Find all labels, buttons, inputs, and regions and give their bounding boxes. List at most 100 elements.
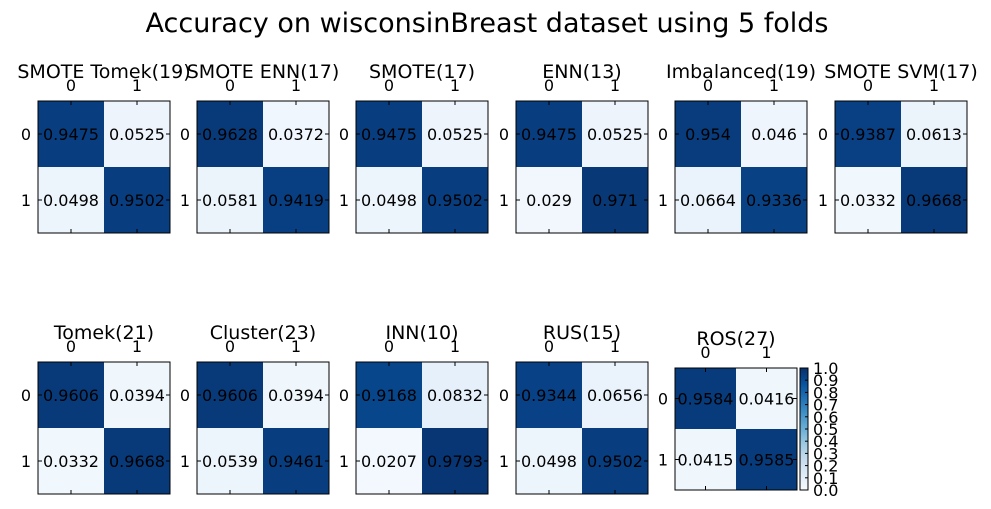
panel-frame — [674, 100, 808, 234]
x-tick-label: 0 — [66, 337, 76, 356]
heatmap-cell — [516, 362, 582, 428]
cell-value-label: 0.9336 — [746, 191, 802, 210]
heatmap-cell — [356, 428, 422, 494]
colorbar-tick-label: 0.8 — [813, 383, 838, 402]
heatmap-cell — [516, 167, 582, 233]
colorbar-tick-label: 0.4 — [813, 432, 838, 451]
x-tick-label: 0 — [700, 343, 710, 362]
cell-value-label: 0.9606 — [202, 386, 258, 405]
heatmap-cell — [422, 362, 488, 428]
y-tick-label: 1 — [180, 452, 190, 471]
heatmap-cell — [38, 167, 104, 233]
cell-value-label: 0.0332 — [840, 191, 896, 210]
heatmap-cell — [582, 167, 648, 233]
heatmap-cell — [422, 101, 488, 167]
x-tick-label: 1 — [132, 337, 142, 356]
panel-frame — [196, 100, 330, 234]
y-tick-label: 1 — [658, 451, 668, 470]
colorbar: 0.00.10.20.30.40.50.60.70.80.91.0 — [799, 359, 838, 500]
cell-value-label: 0.046 — [751, 125, 797, 144]
cell-value-label: 0.9475 — [521, 125, 577, 144]
heatmap-cell — [104, 167, 170, 233]
x-tick-label: 0 — [66, 76, 76, 95]
cell-value-label: 0.9502 — [427, 191, 483, 210]
heatmap-cell — [835, 167, 901, 233]
y-tick-label: 0 — [180, 386, 190, 405]
y-tick-label: 0 — [499, 125, 509, 144]
y-tick-label: 0 — [339, 386, 349, 405]
heatmap-cell — [675, 368, 736, 429]
cell-value-label: 0.9168 — [361, 386, 417, 405]
heatmap-cell — [422, 428, 488, 494]
heatmap-cell — [263, 101, 329, 167]
panel-frame — [196, 361, 330, 495]
x-tick-label: 0 — [384, 76, 394, 95]
panel-title: ROS(27) — [696, 328, 775, 350]
cell-value-label: 0.0498 — [521, 452, 577, 471]
cell-value-label: 0.0498 — [43, 191, 99, 210]
heatmap-cell — [582, 101, 648, 167]
cell-value-label: 0.0525 — [587, 125, 643, 144]
panel-frame — [515, 100, 649, 234]
figure-title: Accuracy on wisconsinBreast dataset usin… — [146, 8, 829, 39]
panel-frame — [355, 100, 489, 234]
heatmap-cell — [197, 101, 263, 167]
heatmap-cell — [736, 368, 797, 429]
y-tick-label: 0 — [658, 125, 668, 144]
heatmap-cell — [582, 428, 648, 494]
panel-frame — [515, 361, 649, 495]
panel-frame — [674, 367, 798, 491]
heatmap-cell — [675, 101, 741, 167]
cell-value-label: 0.9668 — [906, 191, 962, 210]
colorbar-tick-label: 0.2 — [813, 457, 838, 476]
cell-value-label: 0.0656 — [587, 386, 643, 405]
cell-value-label: 0.954 — [685, 125, 731, 144]
panel-frame — [355, 361, 489, 495]
cell-value-label: 0.0525 — [427, 125, 483, 144]
cell-value-label: 0.0394 — [268, 386, 324, 405]
x-tick-label: 0 — [225, 337, 235, 356]
colorbar-tick-label: 0.1 — [813, 469, 838, 488]
y-tick-label: 1 — [339, 452, 349, 471]
colorbar-tick-label: 0.7 — [813, 396, 838, 415]
cell-value-label: 0.9387 — [840, 125, 896, 144]
x-tick-label: 1 — [761, 343, 771, 362]
heatmap-cell — [38, 101, 104, 167]
cell-value-label: 0.0498 — [361, 191, 417, 210]
cell-value-label: 0.9668 — [109, 452, 165, 471]
cell-value-label: 0.9628 — [202, 125, 258, 144]
heatmap-cell — [197, 428, 263, 494]
cell-value-label: 0.9585 — [739, 451, 795, 470]
cell-value-label: 0.9344 — [521, 386, 577, 405]
cell-value-label: 0.0416 — [739, 390, 795, 409]
cell-value-label: 0.0372 — [268, 125, 324, 144]
heatmap-cell — [104, 362, 170, 428]
x-tick-label: 0 — [544, 76, 554, 95]
x-tick-label: 0 — [544, 337, 554, 356]
x-tick-label: 0 — [225, 76, 235, 95]
heatmap-cell — [901, 167, 967, 233]
cell-value-label: 0.0207 — [361, 452, 417, 471]
heatmap-cell — [741, 101, 807, 167]
x-tick-label: 0 — [384, 337, 394, 356]
heatmap-cell — [197, 167, 263, 233]
colorbar-tick-label: 0.3 — [813, 444, 838, 463]
heatmap-cell — [356, 101, 422, 167]
cell-value-label: 0.9502 — [109, 191, 165, 210]
colorbar-tick-label: 0.0 — [813, 481, 838, 500]
cell-value-label: 0.9419 — [268, 191, 324, 210]
panel-title: SMOTE(17) — [369, 61, 475, 83]
y-tick-label: 1 — [339, 191, 349, 210]
heatmap-cell — [516, 101, 582, 167]
heatmap-cell — [675, 429, 736, 490]
cell-value-label: 0.9475 — [43, 125, 99, 144]
cell-value-label: 0.9584 — [678, 390, 734, 409]
y-tick-label: 1 — [499, 191, 509, 210]
panel-title: INN(10) — [385, 322, 458, 344]
